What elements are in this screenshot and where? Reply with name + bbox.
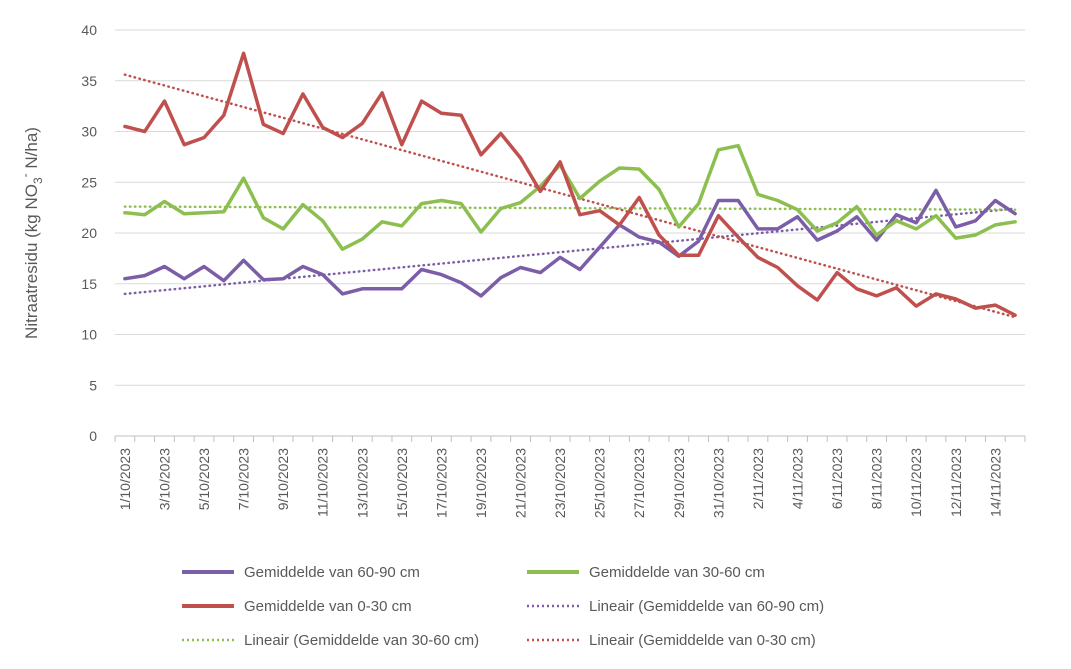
y-tick-label: 20 (81, 225, 97, 241)
legend-swatch (182, 570, 234, 574)
x-tick-label: 1/10/2023 (117, 448, 133, 510)
x-tick-label: 11/10/2023 (315, 448, 331, 517)
y-axis-label-subscript: 3 (31, 177, 45, 184)
x-tick-label: 27/10/2023 (631, 448, 647, 518)
series-line (123, 143, 1017, 251)
x-tick-label: 21/10/2023 (513, 448, 529, 518)
x-tick-label: 15/10/2023 (394, 448, 410, 518)
x-axis: 1/10/2023 3/10/2023 5/10/2023 7/10/2023 9/10… (114, 436, 1026, 518)
series-line (123, 51, 1017, 317)
gridlines (115, 29, 1025, 437)
legend: Gemiddelde van 60-90 cm Gemiddelde van 3… (180, 562, 900, 650)
x-tick-label: 31/10/2023 (710, 448, 726, 518)
x-tick-label: 10/11/2023 (908, 448, 924, 517)
legend-swatch (527, 638, 579, 642)
x-tick-label: 29/10/2023 (671, 448, 687, 518)
x-tick-label: 2/11/2023 (750, 448, 766, 509)
y-tick-label: 0 (89, 428, 97, 444)
y-axis-label-superscript: - (18, 173, 32, 177)
legend-label: Gemiddelde van 60-90 cm (244, 563, 420, 581)
legend-label: Lineair (Gemiddelde van 60-90 cm) (589, 597, 825, 615)
x-tick-label: 3/10/2023 (156, 448, 172, 510)
legend-item: Gemiddelde van 30-60 cm (525, 562, 870, 582)
x-tick-label: 8/11/2023 (869, 448, 885, 509)
x-tick-label: 23/10/2023 (552, 448, 568, 518)
legend-item: Gemiddelde van 0-30 cm (180, 596, 525, 616)
x-tick-label: 6/11/2023 (829, 448, 845, 509)
x-tick-label: 13/10/2023 (354, 448, 370, 518)
y-tick-label: 30 (81, 124, 97, 140)
y-axis-label: Nitraatresidu (kg NO3- N/ha) (18, 127, 45, 339)
trendline (123, 205, 1017, 211)
x-tick-label: 5/10/2023 (196, 448, 212, 510)
y-axis-ticks: 0 5 10 15 20 25 30 35 40 (81, 22, 97, 444)
y-tick-label: 35 (81, 73, 97, 89)
x-tick-label: 9/10/2023 (275, 448, 291, 510)
legend-item: Gemiddelde van 60-90 cm (180, 562, 525, 582)
y-tick-label: 40 (81, 22, 97, 38)
x-tick-label: 25/10/2023 (592, 448, 608, 518)
trendline (123, 73, 1017, 319)
y-tick-label: 5 (89, 377, 97, 393)
legend-swatch (527, 570, 579, 574)
y-tick-label: 10 (81, 327, 97, 343)
line-chart: 0 5 10 15 20 25 30 35 40 1/10/2023 3/10/2023 5/10/… (18, 22, 1026, 518)
y-axis-label-part: Nitraatresidu (kg NO (22, 184, 41, 339)
legend-label: Lineair (Gemiddelde van 0-30 cm) (589, 631, 816, 649)
x-tick-label: 7/10/2023 (236, 448, 252, 510)
series-lines (123, 51, 1017, 319)
legend-item: Lineair (Gemiddelde van 30-60 cm) (180, 630, 525, 650)
y-tick-label: 15 (81, 276, 97, 292)
legend-label: Lineair (Gemiddelde van 30-60 cm) (244, 631, 480, 649)
series-line (123, 188, 1017, 298)
x-tick-label: 12/11/2023 (948, 448, 964, 517)
legend-swatch (182, 638, 234, 642)
y-axis-label-part: N/ha) (22, 127, 41, 173)
x-tick-label: 19/10/2023 (473, 448, 489, 518)
legend-swatch (182, 604, 234, 608)
legend-item: Lineair (Gemiddelde van 60-90 cm) (525, 596, 870, 616)
x-tick-label: 17/10/2023 (433, 448, 449, 518)
y-tick-label: 25 (81, 174, 97, 190)
legend-label: Gemiddelde van 0-30 cm (244, 597, 412, 615)
legend-label: Gemiddelde van 30-60 cm (589, 563, 765, 581)
x-tick-label: 14/11/2023 (987, 448, 1003, 517)
legend-item: Lineair (Gemiddelde van 0-30 cm) (525, 630, 870, 650)
legend-swatch (527, 604, 579, 608)
x-tick-label: 4/11/2023 (790, 448, 806, 509)
